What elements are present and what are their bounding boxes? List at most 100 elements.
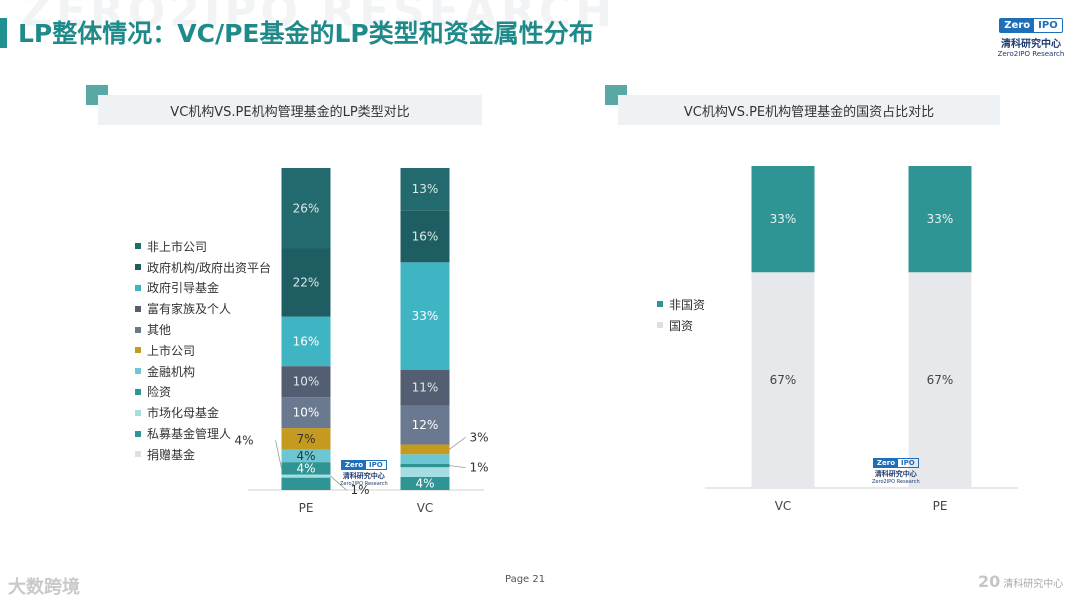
legend1-item: 非上市公司 bbox=[135, 236, 271, 257]
legend1-swatch bbox=[135, 409, 141, 416]
chart1-bar-segment bbox=[281, 449, 331, 463]
legend1-item: 市场化母基金 bbox=[135, 402, 271, 423]
footer-brand-num: 20 bbox=[978, 572, 1001, 591]
chart1-bar-segment bbox=[281, 168, 331, 249]
legend1-label: 捐赠基金 bbox=[147, 447, 196, 462]
legend2-label: 国资 bbox=[669, 318, 694, 333]
title-accent-bar bbox=[0, 18, 7, 48]
background-watermark: ZERO2IPO RESEARCH bbox=[20, 0, 616, 37]
chart1-bar-segment bbox=[281, 248, 331, 317]
chart2-bar-segment bbox=[751, 272, 815, 488]
chart1-bar-segment bbox=[400, 405, 450, 445]
legend2-label: 非国资 bbox=[669, 297, 706, 312]
chart1-bar-segment bbox=[400, 476, 450, 490]
chart1-logo-cn: 清科研究中心 bbox=[342, 472, 385, 480]
chart1-bar-segment bbox=[281, 474, 331, 478]
legend1-swatch bbox=[135, 368, 141, 375]
legend1-label: 金融机构 bbox=[147, 364, 196, 379]
chart1-data-label: 11% bbox=[412, 381, 439, 395]
legend-state-capital: 非国资 国资 bbox=[657, 294, 705, 336]
legend1-item: 政府机构/政府出资平台 bbox=[135, 257, 271, 278]
chart1-callout-line bbox=[275, 440, 282, 469]
chart1-bar-segment bbox=[400, 210, 450, 263]
chart1-data-label: 22% bbox=[293, 276, 320, 290]
legend1-swatch bbox=[135, 305, 141, 312]
chart1-bar-segment bbox=[400, 454, 450, 464]
legend1-swatch bbox=[135, 430, 141, 437]
legend1-swatch bbox=[135, 451, 141, 458]
chart2-bar-segment bbox=[908, 272, 972, 488]
chart2-bar-segment bbox=[908, 166, 972, 273]
legend2-item: 非国资 bbox=[657, 294, 705, 315]
chart1-callout-line bbox=[449, 437, 466, 450]
chart1-callout-label: 1% bbox=[351, 483, 370, 497]
page-number: Page 21 bbox=[505, 574, 546, 585]
chart2-logo-mark-a: Zero bbox=[873, 459, 899, 467]
chart1-data-label: 4% bbox=[296, 461, 315, 475]
chart1-logo-mark-a: Zero bbox=[341, 461, 367, 469]
chart1-data-label: 26% bbox=[293, 201, 320, 215]
legend1-label: 市场化母基金 bbox=[147, 406, 220, 421]
legend1-swatch bbox=[135, 388, 141, 395]
legend1-item: 险资 bbox=[135, 382, 271, 403]
chart1-data-label: 10% bbox=[293, 406, 320, 420]
footer-brand: 20 清科研究中心 bbox=[978, 572, 1063, 591]
zero2ipo-logo: Zero IPO 清科研究中心 Zero2IPO Research bbox=[995, 13, 1067, 58]
chart1-data-label: 12% bbox=[412, 418, 439, 432]
chart1-logo-mark-b: IPO bbox=[369, 461, 383, 469]
chart2-category-label: VC bbox=[775, 499, 792, 513]
chart2-logo-mark-b: IPO bbox=[901, 459, 915, 467]
legend1-label: 其他 bbox=[147, 323, 172, 338]
chart1-logo-en: Zero2IPO Research bbox=[340, 481, 388, 487]
chart2-bar-segment bbox=[751, 166, 815, 273]
chart2-data-label: 33% bbox=[927, 212, 954, 226]
chart1-data-label: 4% bbox=[415, 476, 434, 490]
chart1-bar-segment bbox=[281, 462, 331, 475]
chart1-callout-label: 3% bbox=[470, 430, 489, 444]
logo-en: Zero2IPO Research bbox=[997, 50, 1065, 58]
chart1-bar-segment bbox=[400, 369, 450, 406]
legend1-swatch bbox=[135, 243, 141, 250]
chart2-logo: Zero IPO 清科研究中心 Zero2IPO Research bbox=[872, 450, 920, 485]
legend1-label: 政府机构/政府出资平台 bbox=[147, 260, 272, 275]
chart1-bar-segment bbox=[281, 397, 331, 429]
chart1-bar-segment bbox=[400, 168, 450, 211]
chart2-data-label: 67% bbox=[770, 373, 797, 387]
chart1-data-label: 13% bbox=[412, 182, 439, 196]
legend-lp-type: 非上市公司政府机构/政府出资平台 政府引导基金富有家族及个人其他上市公司金融机构险… bbox=[135, 236, 271, 465]
page-title: LP整体情况：VC/PE基金的LP类型和资金属性分布 bbox=[18, 19, 594, 48]
logo-mark-b: IPO bbox=[1038, 20, 1058, 31]
chart1-callout-label: 1% bbox=[470, 461, 489, 475]
logo-mark: Zero IPO bbox=[999, 18, 1063, 33]
chart1-bar-segment bbox=[281, 477, 331, 490]
legend1-label: 政府引导基金 bbox=[147, 281, 220, 296]
chart1-logo: Zero IPO 清科研究中心 Zero2IPO Research bbox=[340, 452, 388, 487]
legend1-label: 上市公司 bbox=[147, 343, 196, 358]
legend2-swatch bbox=[657, 301, 663, 308]
legend1-swatch bbox=[135, 264, 141, 271]
footer-watermark: 大数跨境 bbox=[8, 577, 80, 598]
logo-mark-a: Zero bbox=[1000, 19, 1035, 32]
chart1-data-label: 33% bbox=[412, 309, 439, 323]
legend1-item: 金融机构 bbox=[135, 361, 271, 382]
chart2-logo-cn: 清科研究中心 bbox=[874, 470, 917, 478]
chart1-logo-mark: Zero IPO bbox=[340, 460, 387, 470]
chart1-bar-segment bbox=[400, 444, 450, 455]
chart1-callout-line bbox=[330, 475, 347, 491]
chart2-logo-en: Zero2IPO Research bbox=[872, 479, 920, 485]
chart1-category-label: PE bbox=[299, 501, 314, 515]
legend1-label: 险资 bbox=[147, 385, 172, 400]
chart1-bar-segment bbox=[281, 428, 331, 450]
legend1-label: 私募基金管理人 bbox=[147, 427, 232, 442]
chart1-data-label: 16% bbox=[293, 334, 320, 348]
chart2-category-label: PE bbox=[933, 499, 948, 513]
chart1-data-label: 10% bbox=[293, 375, 320, 389]
chart2-logo-mark: Zero IPO bbox=[872, 458, 919, 468]
legend1-swatch bbox=[135, 326, 141, 333]
panel-left-header: VC机构VS.PE机构管理基金的LP类型对比 bbox=[98, 95, 482, 125]
legend1-item: 富有家族及个人 bbox=[135, 298, 271, 319]
chart2-data-label: 67% bbox=[927, 373, 954, 387]
chart1-callout-line bbox=[449, 465, 466, 469]
legend1-label: 非上市公司 bbox=[147, 239, 208, 254]
